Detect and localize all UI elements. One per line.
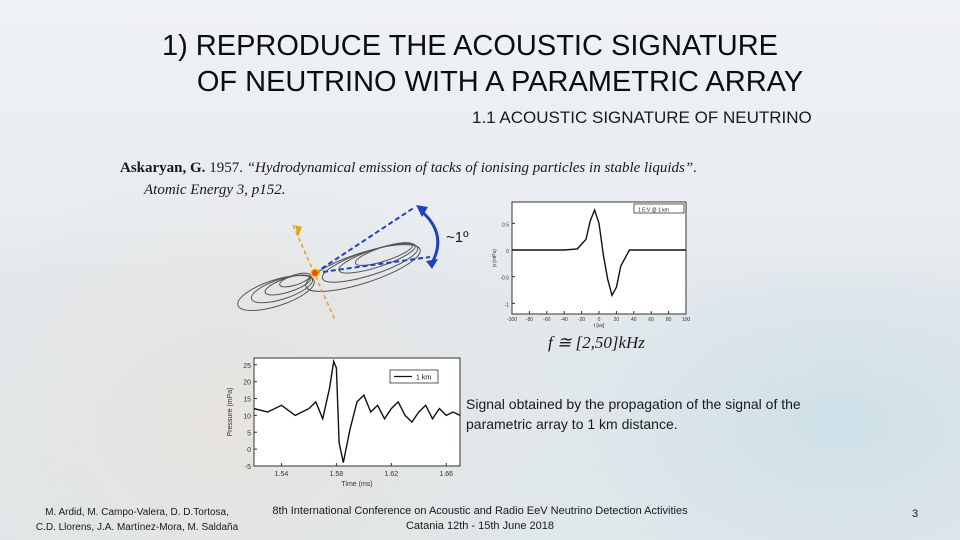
y-tick-label: 15	[243, 397, 251, 404]
x-tick-label: 20	[614, 317, 620, 323]
x-tick-label: 1.66	[439, 471, 453, 478]
legend-label: 1 E:V @ 1 km	[638, 208, 669, 214]
y-tick-label: -0.5	[500, 276, 509, 282]
y-axis-label: Pressure (mPa)	[227, 387, 234, 436]
parametric-signal-chart: 1.54 1.58 1.62 1.66 25 20 15 10 5 0 -5 Time (ms) Pre…	[227, 357, 461, 488]
x-tick-label: -40	[561, 317, 568, 323]
page-number: 3	[912, 508, 919, 520]
y-tick-label: -1	[505, 302, 510, 308]
x-axis-label: t [us]	[594, 323, 605, 328]
y-tick-label: -5	[245, 464, 251, 471]
y-tick-label: 10	[243, 413, 251, 420]
conference-footer: 8th International Conference on Acoustic…	[250, 504, 710, 534]
x-tick-label: 80	[666, 317, 672, 323]
authors-line-2: C.D. Llorens, J.A. Martínez-Mora, M. Sal…	[35, 522, 239, 533]
background-city	[0, 150, 560, 540]
reference-title: “Hydrodynamical emission of tacks of ion…	[246, 160, 697, 176]
frequency-formula: f ≅ [2,50]kHz	[548, 333, 645, 352]
plot-frame	[511, 201, 687, 315]
y-tick-label: 5	[247, 430, 251, 437]
reference-citation: Askaryan, G. 1957. “Hydrodynamical emiss…	[120, 157, 840, 201]
angle-label: ~1º	[446, 229, 469, 246]
slide-title: 1) REPRODUCE THE ACOUSTIC SIGNATURE OF N…	[120, 28, 880, 100]
title-line-2: OF NEUTRINO WITH A PARAMETRIC ARRAY	[196, 66, 804, 98]
x-tick-label: 40	[631, 317, 637, 323]
signal-caption: Signal obtained by the propagation of th…	[466, 396, 801, 432]
series-line	[253, 358, 461, 463]
x-tick-label: -80	[526, 317, 533, 323]
x-tick-label: 1.62	[385, 471, 399, 478]
reference-author: Askaryan, G.	[120, 160, 206, 176]
y-tick-label: 0	[247, 447, 251, 454]
authors-footer: M. Ardid, M. Campo-Valera, D. D.Tortosa,…	[6, 505, 268, 535]
slide-subtitle: 1.1 ACOUSTIC SIGNATURE OF NEUTRINO	[472, 108, 812, 127]
x-tick-label: -60	[543, 317, 550, 323]
x-tick-label: -100	[507, 317, 517, 323]
particle-icon	[295, 225, 302, 237]
x-tick-label: 1.58	[330, 471, 344, 478]
y-axis-label: p (mPa)	[492, 249, 498, 267]
legend-label: 1 km	[416, 375, 431, 382]
x-tick-label: 0	[598, 317, 601, 323]
y-tick-label: 0	[506, 249, 509, 255]
y-tick-label: 25	[243, 363, 251, 370]
x-tick-label: 1.54	[275, 471, 289, 478]
neutrino-signature-chart: -100 -80 -60 -40 -20 0 20 40 60 80 100 0.5 0 -0.5 -1 t …	[492, 201, 691, 328]
series-line	[512, 207, 686, 298]
reference-year: 1957.	[209, 160, 243, 176]
conference-line-1: 8th International Conference on Acoustic…	[272, 505, 688, 517]
legend-box	[389, 369, 439, 384]
reference-journal: Atomic Energy 3, p152.	[144, 182, 286, 198]
x-tick-label: 60	[648, 317, 654, 323]
x-axis-label: Time (ms)	[341, 481, 372, 488]
conference-line-2: Catania 12th - 15th June 2018	[405, 520, 554, 532]
legend-box	[633, 203, 685, 214]
y-tick-label: 0.5	[502, 222, 509, 228]
authors-line-1: M. Ardid, M. Campo-Valera, D. D.Tortosa,	[45, 507, 229, 518]
y-tick-label: 20	[243, 380, 251, 387]
title-line-1: 1) REPRODUCE THE ACOUSTIC SIGNATURE	[161, 30, 779, 62]
x-tick-label: 100	[682, 317, 691, 323]
acoustic-pancake-diagram: ~1º	[237, 205, 469, 321]
x-tick-label: -20	[578, 317, 585, 323]
